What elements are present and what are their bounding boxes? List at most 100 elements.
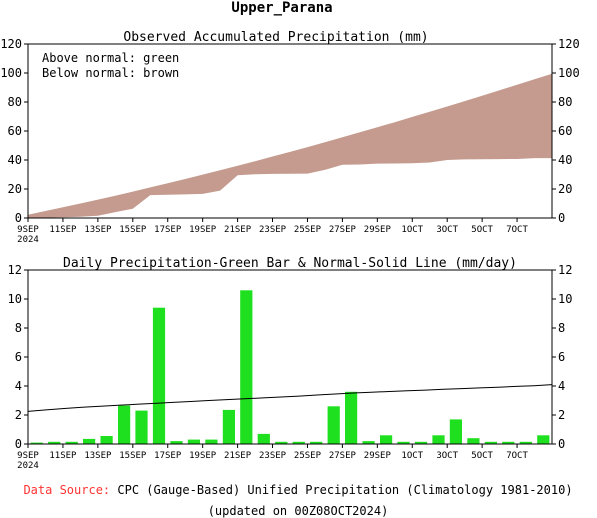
y-tick-label-left: 6 [15,350,22,364]
x-tick-label: 3OCT [436,225,458,235]
daily-bar [100,436,113,444]
daily-bar [240,290,253,444]
x-year-label: 2024 [17,235,39,245]
x-tick-label: 1OCT [401,451,423,461]
daily-bar [152,307,166,444]
x-tick-label: 5OCT [471,225,493,235]
y-tick-label-left: 0 [15,211,22,225]
data-source-text: CPC (Gauge-Based) Unified Precipitation … [117,483,572,497]
x-tick-label: 29SEP [364,225,392,235]
y-tick-label-right: 0 [558,437,565,451]
data-source-line: Data Source: CPC (Gauge-Based) Unified P… [23,483,572,497]
daily-bars [30,290,550,444]
x-tick-label: 7OCT [506,225,528,235]
y-tick-label-right: 4 [558,379,565,393]
y-tick-label-left: 12 [8,263,22,277]
y-tick-label-left: 0 [15,437,22,451]
daily-bar [362,441,375,444]
y-tick-label-right: 8 [558,321,565,335]
daily-chart-title: Daily Precipitation-Green Bar & Normal-S… [63,256,517,271]
y-tick-label-right: 60 [558,124,572,138]
daily-bar [397,441,410,444]
daily-bar [275,441,288,444]
accumulated-area [28,73,552,218]
y-tick-label-right: 120 [558,37,580,51]
daily-bar [170,441,183,444]
x-tick-label: 13SEP [84,225,112,235]
daily-bar [135,410,148,444]
accumulated-y-axis-right: 0 20 40 60 80 100 120 [552,37,580,225]
x-tick-label: 17SEP [154,451,182,461]
x-tick-label: 29SEP [364,451,392,461]
x-tick-label: 11SEP [49,225,77,235]
y-tick-label-right: 100 [558,66,580,80]
data-source-label: Data Source: [23,483,110,497]
y-tick-label-right: 2 [558,408,565,422]
y-tick-label-left: 100 [0,66,22,80]
daily-bar [222,409,235,444]
x-tick-label: 17SEP [154,225,182,235]
daily-bar [310,441,323,444]
legend-below-normal: Below normal: brown [42,66,179,80]
y-tick-label-left: 8 [15,321,22,335]
daily-bar [502,441,515,444]
y-tick-label-right: 0 [558,211,565,225]
accumulated-chart-title: Observed Accumulated Precipitation (mm) [123,30,428,45]
daily-bar [48,441,61,444]
accumulated-y-axis-left: 0 20 40 60 80 100 120 [0,37,28,225]
daily-bar [467,438,480,444]
x-tick-label: 21SEP [224,225,252,235]
daily-bar [380,435,393,444]
daily-bar [432,435,445,444]
x-tick-label: 15SEP [119,225,147,235]
x-tick-label: 13SEP [84,451,112,461]
accumulated-plot-frame [27,43,553,219]
daily-bar [83,438,96,444]
x-tick-label: 27SEP [329,225,357,235]
x-tick-label: 11SEP [49,451,77,461]
x-year-label: 2024 [17,461,39,471]
y-tick-label-left: 60 [8,124,22,138]
daily-bar [205,439,218,444]
daily-bar [187,439,200,444]
daily-bar [537,435,550,444]
x-tick-label: 5OCT [471,451,493,461]
daily-bar [519,441,532,444]
y-tick-label-left: 10 [8,292,22,306]
x-tick-label: 27SEP [329,451,357,461]
daily-bar [449,419,462,444]
daily-bar [118,405,131,444]
below-normal-area [28,73,552,218]
daily-bar [257,433,270,444]
y-tick-label-right: 6 [558,350,565,364]
daily-x-axis: 9SEP 11SEP 13SEP 15SEP 17SEP 19SEP 21SEP 23SEP 2… [17,444,528,471]
x-tick-label: 7OCT [506,451,528,461]
daily-bar [327,406,340,444]
daily-bar [65,441,78,444]
daily-normal-line [27,384,553,412]
x-tick-label: 9SEP [17,451,39,461]
x-tick-label: 1OCT [401,225,423,235]
x-tick-label: 19SEP [189,225,217,235]
y-tick-label-left: 2 [15,408,22,422]
daily-bar [30,442,43,444]
y-tick-label-left: 80 [8,95,22,109]
x-tick-label: 9SEP [17,225,39,235]
y-tick-label-left: 4 [15,379,22,393]
updated-note: (updated on 00Z08OCT2024) [208,504,389,518]
accumulated-chart: Observed Accumulated Precipitation (mm) … [0,30,579,245]
x-tick-label: 25SEP [294,451,322,461]
y-tick-label-left: 120 [0,37,22,51]
x-tick-label: 3OCT [436,451,458,461]
x-tick-label: 15SEP [119,451,147,461]
normal-line [27,384,553,412]
daily-bar [292,441,305,444]
daily-y-axis-left: 0 2 4 6 8 10 12 [8,263,28,451]
page-title: Upper_Parana [231,0,332,16]
x-tick-label: 25SEP [294,225,322,235]
daily-chart: Daily Precipitation-Green Bar & Normal-S… [8,256,573,471]
daily-bar [345,391,358,444]
x-tick-label: 21SEP [224,451,252,461]
y-tick-label-right: 80 [558,95,572,109]
